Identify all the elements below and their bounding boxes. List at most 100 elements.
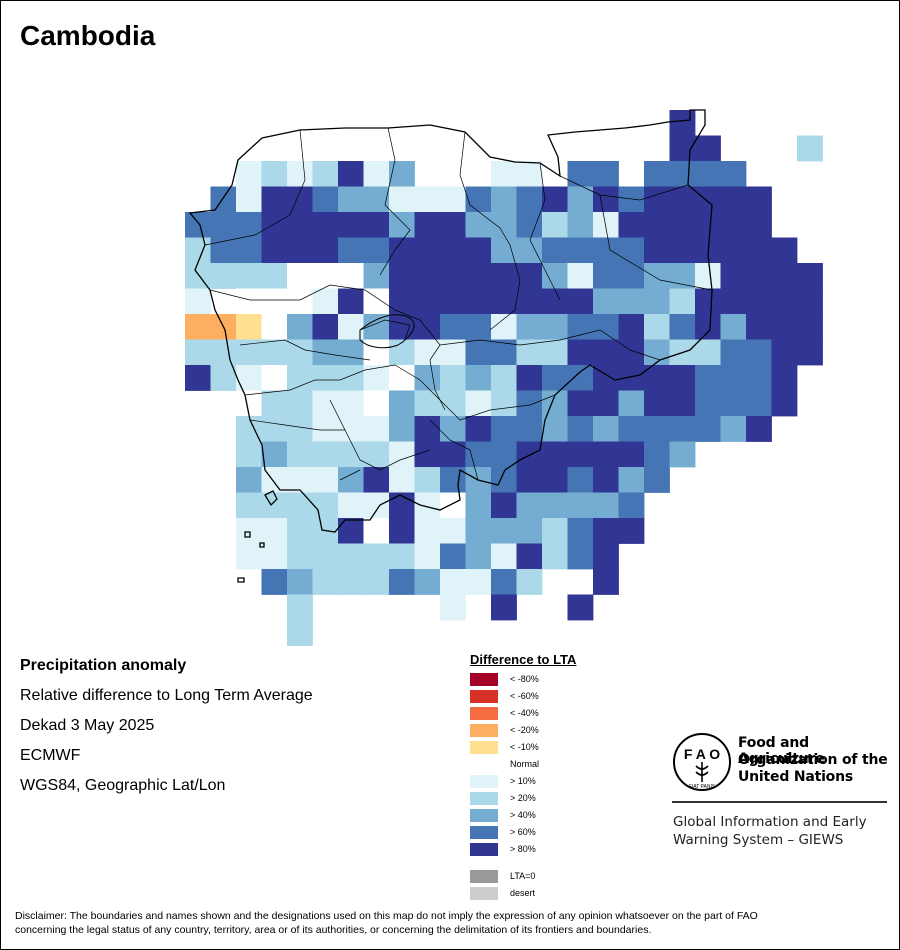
anomaly-cell <box>465 212 492 238</box>
anomaly-cell <box>440 237 466 264</box>
giews-line2: Warning System – GIEWS <box>673 832 844 848</box>
anomaly-cell <box>593 314 619 340</box>
anomaly-cell <box>618 441 645 468</box>
anomaly-cell <box>440 518 466 544</box>
anomaly-cell <box>312 314 339 340</box>
anomaly-cell <box>287 288 313 315</box>
anomaly-cell <box>542 467 568 493</box>
anomaly-cell <box>389 186 415 213</box>
anomaly-cell <box>261 263 288 289</box>
anomaly-cell <box>542 518 568 544</box>
anomaly-cell <box>414 186 441 213</box>
anomaly-cell <box>465 492 492 519</box>
anomaly-cell <box>567 543 594 570</box>
anomaly-cell <box>669 263 696 289</box>
anomaly-cell <box>593 161 619 187</box>
anomaly-cell <box>363 288 390 315</box>
anomaly-cell <box>440 416 466 442</box>
anomaly-cell <box>236 339 262 366</box>
anomaly-cell <box>567 441 594 468</box>
anomaly-cell <box>389 492 415 519</box>
anomaly-cell <box>491 543 517 570</box>
anomaly-cell <box>414 390 441 417</box>
anomaly-cell <box>338 161 364 187</box>
anomaly-cell <box>516 263 543 289</box>
anomaly-cell <box>516 543 543 570</box>
precipitation-anomaly-map <box>185 109 823 646</box>
anomaly-cell <box>414 492 441 519</box>
anomaly-cell <box>771 314 798 340</box>
anomaly-cell <box>771 390 798 417</box>
anomaly-cell <box>491 314 517 340</box>
anomaly-cell <box>440 390 466 417</box>
anomaly-cell <box>567 314 594 340</box>
anomaly-cell <box>414 441 441 468</box>
anomaly-cell <box>312 390 339 417</box>
anomaly-cell <box>771 339 798 366</box>
anomaly-cell <box>261 161 288 187</box>
anomaly-cell <box>593 288 619 315</box>
legend-swatch <box>470 741 498 754</box>
disclaimer-line1: Disclaimer: The boundaries and names sho… <box>15 910 758 922</box>
anomaly-cell <box>236 288 262 315</box>
anomaly-cell <box>287 492 313 519</box>
anomaly-cell <box>491 339 517 366</box>
anomaly-cell <box>542 441 568 468</box>
anomaly-cell <box>669 212 696 238</box>
anomaly-cell <box>669 390 696 417</box>
map-period: Dekad 3 May 2025 <box>20 717 155 734</box>
anomaly-cell <box>236 314 262 340</box>
legend-label: > 80% <box>510 844 536 854</box>
anomaly-cell <box>669 365 696 391</box>
legend-label: > 40% <box>510 810 536 820</box>
anomaly-cell <box>338 416 364 442</box>
anomaly-cell <box>746 339 772 366</box>
anomaly-cell <box>618 237 645 264</box>
anomaly-cell <box>236 441 262 468</box>
legend-swatch <box>470 809 498 822</box>
anomaly-cell <box>593 390 619 417</box>
anomaly-cell <box>236 543 262 570</box>
anomaly-cell <box>363 263 390 289</box>
anomaly-cell <box>287 620 313 646</box>
anomaly-cell <box>797 263 823 289</box>
anomaly-cell <box>567 416 594 442</box>
anomaly-cell <box>261 314 288 340</box>
anomaly-cell <box>261 569 288 595</box>
anomaly-cell <box>440 212 466 238</box>
anomaly-cell <box>491 365 517 391</box>
anomaly-cell <box>618 518 645 544</box>
anomaly-cell <box>440 492 466 519</box>
anomaly-cell <box>363 518 390 544</box>
anomaly-cell <box>210 237 237 264</box>
anomaly-cell <box>287 314 313 340</box>
anomaly-cell <box>593 518 619 544</box>
anomaly-cell <box>414 339 441 366</box>
anomaly-cell <box>720 416 747 442</box>
anomaly-cell <box>465 365 492 391</box>
anomaly-cell <box>312 186 339 213</box>
legend-swatch <box>470 724 498 737</box>
anomaly-cell <box>618 263 645 289</box>
anomaly-cell <box>389 339 415 366</box>
anomaly-cell <box>746 263 772 289</box>
anomaly-cell <box>312 212 339 238</box>
anomaly-cell <box>287 390 313 417</box>
anomaly-cell <box>593 467 619 493</box>
anomaly-cell <box>389 263 415 289</box>
anomaly-cell <box>287 467 313 493</box>
anomaly-cell <box>644 237 670 264</box>
anomaly-cell <box>567 594 594 621</box>
anomaly-cell <box>440 288 466 315</box>
anomaly-cell <box>669 110 696 136</box>
anomaly-cell <box>695 288 721 315</box>
anomaly-cell <box>312 288 339 315</box>
legend-swatch <box>470 792 498 805</box>
anomaly-cell <box>593 441 619 468</box>
map-description: Relative difference to Long Term Average <box>20 687 313 704</box>
anomaly-cell <box>720 390 747 417</box>
anomaly-cell <box>465 416 492 442</box>
anomaly-cell <box>644 416 670 442</box>
anomaly-cell <box>567 390 594 417</box>
anomaly-cell <box>593 212 619 238</box>
